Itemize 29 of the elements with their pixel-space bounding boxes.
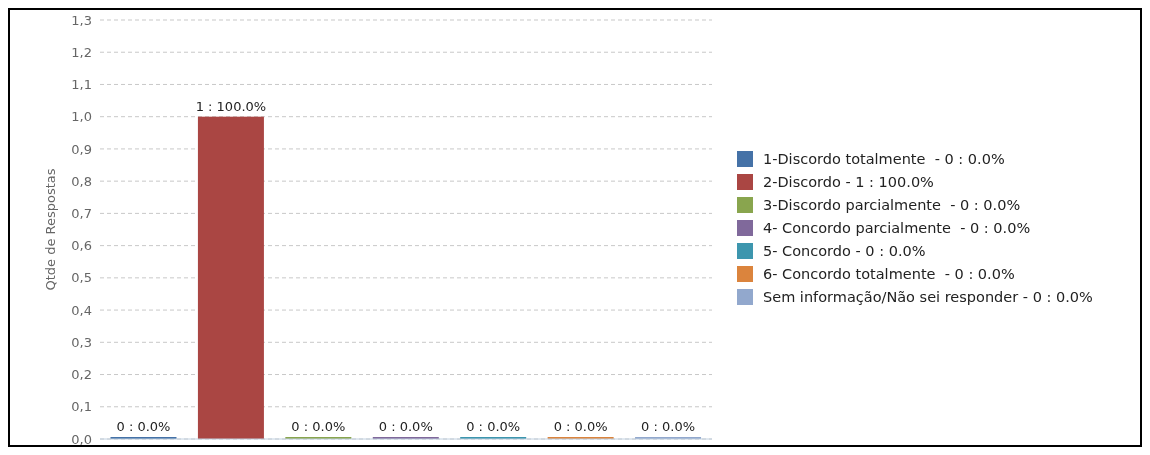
y-tick-label: 0,9 [71, 141, 92, 157]
data-label: 0 : 0.0% [641, 419, 696, 434]
legend-label: 3-Discordo parcialmente - 0 : 0.0% [763, 196, 1021, 213]
y-tick-label: 0,5 [71, 270, 92, 286]
data-label: 0 : 0.0% [291, 419, 346, 434]
y-tick-label: 0,8 [71, 173, 92, 189]
y-tick-label: 1,3 [71, 12, 92, 28]
y-tick-label: 0,7 [71, 206, 92, 221]
y-tick-label: 0,6 [71, 238, 92, 254]
y-tick-label: 1,1 [71, 77, 92, 93]
legend-label: Sem informação/Não sei responder - 0 : 0.0% [763, 288, 1093, 305]
y-tick-label: 0,0 [71, 431, 92, 447]
legend-label: 4- Concordo parcialmente - 0 : 0.0% [763, 219, 1031, 236]
data-label: 0 : 0.0% [466, 419, 521, 434]
y-tick-label: 0,2 [71, 367, 92, 383]
legend-label: 5- Concordo - 0 : 0.0% [763, 242, 926, 259]
y-tick-label: 0,1 [71, 399, 92, 415]
data-label: 1 : 100.0% [195, 98, 267, 114]
data-label: 0 : 0.0% [553, 419, 608, 434]
y-axis-title: Qtde de Respostas [42, 168, 58, 291]
data-label: 0 : 0.0% [378, 419, 433, 434]
y-tick-label: 0,3 [71, 334, 92, 350]
legend-label: 1-Discordo totalmente - 0 : 0.0% [763, 150, 1005, 167]
y-tick-label: 1,0 [71, 109, 92, 125]
legend-label: 2-Discordo - 1 : 100.0% [763, 173, 934, 190]
y-tick-label: 1,2 [71, 44, 92, 60]
legend-label: 6- Concordo totalmente - 0 : 0.0% [763, 265, 1015, 282]
data-label: 0 : 0.0% [116, 419, 171, 434]
y-tick-label: 0,4 [71, 302, 92, 318]
